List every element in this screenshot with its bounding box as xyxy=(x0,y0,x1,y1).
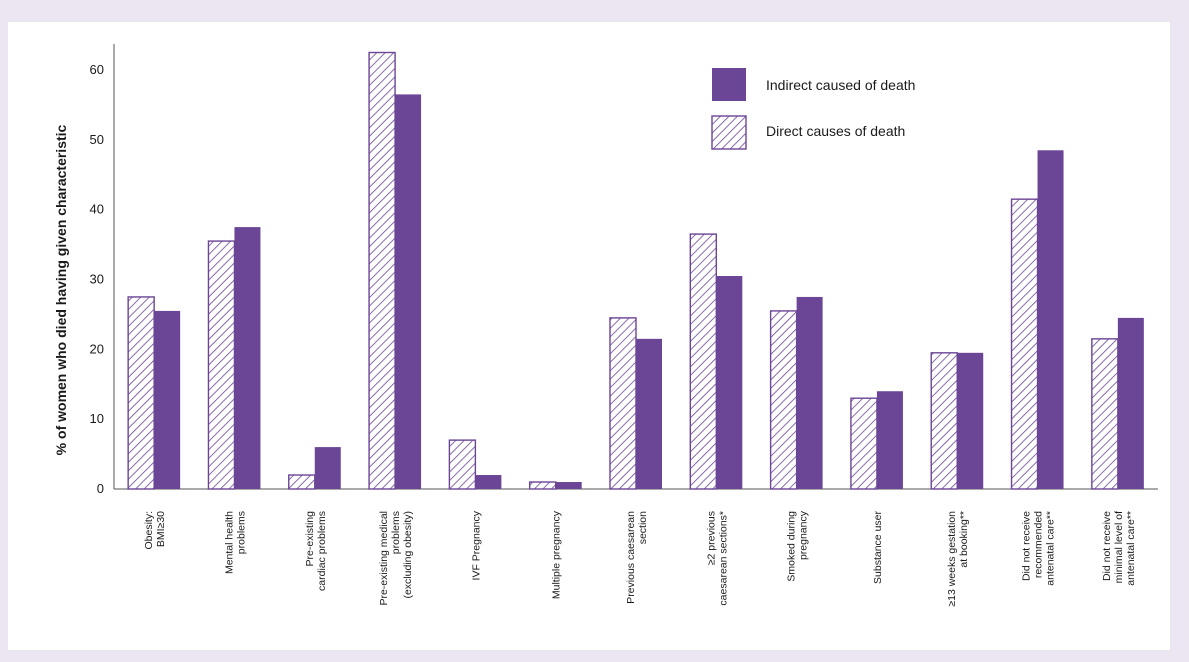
y-tick-label: 60 xyxy=(90,62,104,77)
bar-direct xyxy=(1010,198,1039,490)
bar-indirect xyxy=(154,310,181,489)
bar-indirect xyxy=(876,391,903,489)
category-label: Pre-existing medical problems (excluding o… xyxy=(378,511,414,606)
category-label: Did not receive minimal level of antenatal… xyxy=(1101,511,1137,586)
bar-indirect xyxy=(636,338,662,489)
bar-direct xyxy=(689,233,718,490)
category-label: Obesity: BMI≥30 xyxy=(143,511,167,550)
bar-indirect xyxy=(716,275,743,489)
category-label-line: problems xyxy=(235,511,247,554)
bar-direct xyxy=(609,317,637,490)
category-label-line: (excluding obesity) xyxy=(402,511,414,599)
y-tick-label: 50 xyxy=(90,132,104,147)
category-label-line: problems xyxy=(390,511,402,554)
category-label: Did not receive recommended antenatal care… xyxy=(1021,511,1057,586)
category-label-line: ≥13 weeks gestation xyxy=(946,511,958,607)
bar-indirect xyxy=(957,352,984,489)
category-label-line: Smoked during xyxy=(786,511,798,582)
bar-direct xyxy=(850,397,878,490)
y-tick-label: 30 xyxy=(90,271,104,286)
bar-direct xyxy=(1091,338,1119,490)
bar-indirect xyxy=(1037,150,1064,489)
category-label-line: antenatal care** xyxy=(1045,511,1057,586)
bar-direct xyxy=(448,439,477,490)
bar-indirect xyxy=(796,296,823,489)
y-tick-label: 10 xyxy=(90,411,104,426)
bar-indirect xyxy=(314,447,341,489)
legend-label-indirect: Indirect caused of death xyxy=(766,77,915,93)
y-tick-label: 0 xyxy=(97,481,104,496)
bar-direct xyxy=(288,474,316,490)
category-label-line: Previous caesarean xyxy=(625,511,637,604)
bar-direct xyxy=(930,352,958,490)
category-label-line: BMI≥30 xyxy=(155,511,167,547)
category-label-line: Substance user xyxy=(872,511,884,584)
bar-indirect xyxy=(475,475,502,489)
bar-indirect xyxy=(1117,317,1144,489)
category-label-line: Obesity: xyxy=(143,511,155,550)
category-label-line: Did not receive xyxy=(1101,511,1113,581)
legend-label-direct: Direct causes of death xyxy=(766,123,905,139)
category-label-line: minimal level of xyxy=(1113,511,1125,583)
bar-indirect xyxy=(234,227,261,489)
category-label: Pre-existing cardiac problems xyxy=(304,511,328,591)
category-label-line: at booking** xyxy=(958,511,970,568)
y-tick-label: 20 xyxy=(90,341,104,356)
category-label-line: Pre-existing xyxy=(304,511,316,567)
category-label-line: Mental health xyxy=(223,511,235,574)
category-label: Previous caesarean section xyxy=(625,511,649,604)
bar-chart: % of women who died having given charact… xyxy=(53,44,1158,607)
chart-panel: % of women who died having given charact… xyxy=(8,22,1170,650)
category-label-line: IVF Pregnancy xyxy=(470,510,482,580)
category-label: Mental health problems xyxy=(223,511,247,574)
category-label-line: Multiple pregnancy xyxy=(551,510,563,599)
category-label-line: cardiac problems xyxy=(316,511,328,591)
bar-direct xyxy=(528,481,557,490)
category-label: Substance user xyxy=(872,511,884,584)
category-label-line: Did not receive xyxy=(1021,511,1033,581)
category-label: Smoked during pregnancy xyxy=(786,510,810,581)
category-label-line: section xyxy=(637,511,649,544)
category-label-line: ≥2 previous xyxy=(705,511,717,565)
y-axis-label: % of women who died having given charact… xyxy=(53,124,69,455)
category-label-line: Pre-existing medical xyxy=(378,511,390,606)
category-label: ≥2 previous caesarean sections* xyxy=(705,511,729,606)
category-label-line: antenatal care** xyxy=(1125,511,1137,586)
bar-indirect xyxy=(555,482,582,489)
bar-direct xyxy=(769,310,798,490)
category-label-line: recommended xyxy=(1033,511,1045,578)
y-tick-label: 40 xyxy=(90,202,104,217)
category-label: Multiple pregnancy xyxy=(551,510,563,599)
legend-swatch-indirect xyxy=(712,68,746,101)
bar-indirect xyxy=(395,94,422,490)
bar-direct xyxy=(207,240,236,490)
legend-swatch-direct xyxy=(711,115,747,150)
category-label: IVF Pregnancy xyxy=(470,510,482,580)
category-label-line: caesarean sections* xyxy=(717,511,729,606)
category-label: ≥13 weeks gestation at booking** xyxy=(946,511,970,607)
category-label-line: pregnancy xyxy=(798,510,810,560)
bar-direct xyxy=(127,296,155,490)
bar-direct xyxy=(368,51,396,490)
